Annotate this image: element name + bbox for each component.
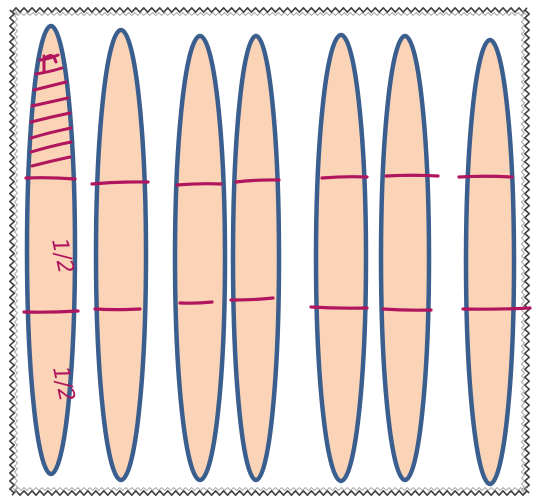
torn-paper-frame	[9, 7, 530, 496]
hatch-stroke-2	[34, 66, 64, 76]
strip-7	[463, 37, 517, 487]
frame-edge-shadow-2	[520, 9, 526, 494]
frame-edge-1	[11, 7, 528, 13]
strip-4	[230, 33, 282, 483]
strip-1	[24, 23, 78, 477]
strip-5	[313, 32, 369, 484]
cut-line-strip-2-2	[93, 307, 142, 312]
cut-line-strip-3-2	[178, 300, 214, 305]
hatch-scribble	[42, 54, 58, 74]
cut-line-strip-4-2	[229, 296, 275, 302]
frame-edge-shadow-3	[11, 486, 528, 492]
hatch-stroke-4	[30, 96, 70, 108]
frame-edge-3	[11, 490, 528, 496]
strip-group	[24, 23, 517, 487]
frame-edge-2	[524, 9, 530, 494]
cut-line-strip-7-2	[461, 306, 532, 311]
strip-3	[172, 33, 228, 483]
cut-line-strip-1-2	[22, 309, 80, 314]
frame-edge-shadow-1	[11, 11, 528, 17]
strip-2	[93, 27, 149, 483]
hatch-stroke-5	[29, 111, 72, 124]
frame-edge-4	[9, 9, 15, 494]
hatch-stroke-7	[29, 140, 73, 154]
cut-line-strip-5-2	[309, 305, 369, 310]
hatch-stroke-3	[32, 80, 68, 92]
cut-line-strip-1-1	[24, 176, 77, 181]
cut-line-strip-2-1	[90, 180, 150, 186]
hatch-stroke-8	[30, 155, 72, 168]
cut-line-strip-4-1	[234, 178, 281, 184]
hatch-stroke-1	[38, 53, 60, 62]
strip-6	[378, 33, 432, 483]
cut-line-strip-7-1	[457, 174, 514, 179]
shading-hatch	[29, 53, 73, 168]
cut-line-strip-6-1	[384, 173, 440, 178]
cut-line-strip-5-1	[320, 175, 369, 180]
cut-line-group	[22, 173, 532, 314]
hatch-stroke-6	[29, 126, 73, 140]
frame-edge-shadow-4	[13, 9, 19, 494]
cut-line-strip-3-1	[175, 182, 223, 187]
cut-line-strip-6-2	[381, 307, 433, 312]
